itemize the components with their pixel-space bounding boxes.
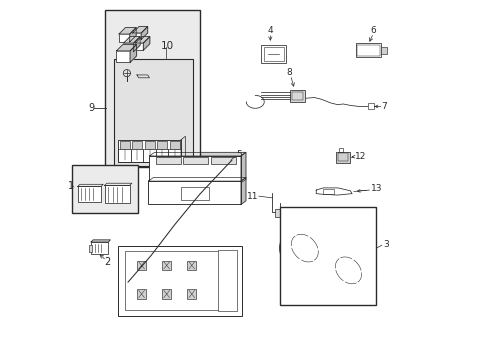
Bar xyxy=(119,34,129,42)
Bar xyxy=(162,261,171,270)
Bar xyxy=(105,10,200,167)
Bar xyxy=(338,148,343,152)
Text: 11: 11 xyxy=(246,192,258,201)
Polygon shape xyxy=(104,183,132,185)
Text: 4: 4 xyxy=(267,26,273,35)
Bar xyxy=(181,187,208,200)
Polygon shape xyxy=(181,136,185,162)
Bar xyxy=(169,141,180,149)
Bar xyxy=(148,181,241,204)
Bar xyxy=(72,165,138,213)
Polygon shape xyxy=(148,177,245,181)
Text: 1: 1 xyxy=(68,181,74,191)
Bar xyxy=(118,140,181,162)
Polygon shape xyxy=(133,37,140,51)
Bar xyxy=(156,157,180,164)
Bar xyxy=(210,157,235,164)
Polygon shape xyxy=(130,44,136,62)
Bar xyxy=(260,45,286,63)
Bar xyxy=(217,250,237,311)
Polygon shape xyxy=(129,28,136,42)
Bar xyxy=(132,33,141,40)
Bar xyxy=(335,152,349,163)
Bar xyxy=(381,46,386,54)
Bar xyxy=(162,289,171,299)
Polygon shape xyxy=(119,28,136,34)
Bar xyxy=(291,92,303,100)
Bar xyxy=(137,261,146,270)
Text: 7: 7 xyxy=(381,102,386,111)
Polygon shape xyxy=(116,44,136,51)
Text: 8: 8 xyxy=(286,68,292,77)
Bar xyxy=(88,244,92,252)
Bar xyxy=(274,209,284,217)
Text: 6: 6 xyxy=(370,26,376,35)
Bar xyxy=(116,51,130,62)
Text: 12: 12 xyxy=(354,152,366,161)
Bar xyxy=(104,185,129,203)
Circle shape xyxy=(343,265,353,276)
Bar xyxy=(131,149,143,162)
Bar xyxy=(279,207,375,305)
Bar xyxy=(367,103,373,109)
Bar xyxy=(144,141,154,149)
Bar xyxy=(113,59,193,166)
Bar xyxy=(137,289,146,299)
Polygon shape xyxy=(132,27,147,33)
Bar xyxy=(118,246,242,316)
Polygon shape xyxy=(123,37,140,43)
Bar xyxy=(355,43,381,57)
Bar xyxy=(91,242,108,253)
Bar xyxy=(168,149,181,162)
Text: 2: 2 xyxy=(104,257,110,267)
Bar xyxy=(157,141,167,149)
Circle shape xyxy=(299,243,309,254)
Text: 9: 9 xyxy=(88,103,95,113)
Polygon shape xyxy=(241,152,245,183)
Polygon shape xyxy=(135,37,149,43)
Polygon shape xyxy=(78,184,103,186)
Bar xyxy=(337,153,348,161)
Bar xyxy=(124,251,228,310)
Text: 3: 3 xyxy=(383,240,388,249)
Bar xyxy=(118,149,131,162)
Bar xyxy=(149,156,241,183)
Polygon shape xyxy=(91,240,110,242)
Bar xyxy=(290,90,304,102)
Bar xyxy=(357,45,379,55)
Bar xyxy=(78,186,101,202)
Text: 5: 5 xyxy=(236,150,242,159)
Polygon shape xyxy=(241,177,245,204)
Bar xyxy=(119,141,129,149)
Bar xyxy=(156,149,168,162)
Bar xyxy=(183,157,207,164)
Bar xyxy=(132,141,142,149)
Bar xyxy=(187,289,196,299)
Bar xyxy=(135,43,143,50)
Bar xyxy=(187,261,196,270)
Polygon shape xyxy=(143,37,149,50)
Text: 13: 13 xyxy=(370,184,382,193)
Bar xyxy=(123,43,133,51)
Bar xyxy=(143,149,156,162)
Polygon shape xyxy=(149,152,245,156)
Bar xyxy=(323,189,333,194)
Polygon shape xyxy=(141,27,147,40)
Text: 10: 10 xyxy=(161,41,174,50)
Bar xyxy=(263,47,283,61)
